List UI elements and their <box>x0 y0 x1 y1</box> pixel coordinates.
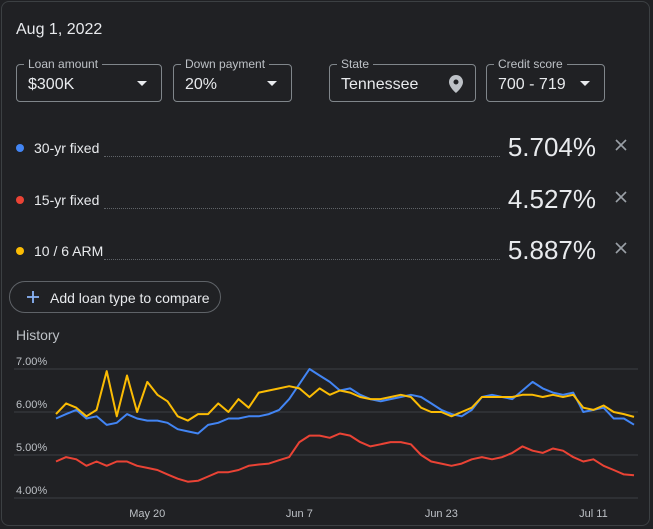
series-color-dot <box>16 247 24 255</box>
series-line-1 <box>55 432 635 483</box>
rate-name: 10 / 6 ARM <box>34 243 104 259</box>
rate-name: 15-yr fixed <box>34 192 100 208</box>
loan-amount-label: Loan amount <box>24 57 103 71</box>
plus-icon <box>27 291 39 303</box>
credit-score-select[interactable]: Credit score 700 - 719 <box>486 57 605 102</box>
rate-row-arm: 10 / 6 ARM 5.887% <box>16 235 636 266</box>
history-chart: 7.00% 6.00% 5.00% 4.00% May 20 Jun 7 Jun 23 Jul… <box>14 356 638 520</box>
close-icon[interactable] <box>614 190 628 204</box>
dotted-divider <box>104 208 500 209</box>
series-color-dot <box>16 144 24 152</box>
series-line-0 <box>55 368 635 435</box>
down-payment-value: 20% <box>185 76 218 93</box>
y-tick-label: 6.00% <box>16 399 47 411</box>
state-value: Tennessee <box>341 76 419 93</box>
dotted-divider <box>104 156 500 157</box>
rate-value: 5.887% <box>507 235 596 265</box>
x-tick-label: Jun 7 <box>286 508 313 520</box>
close-icon[interactable] <box>614 138 628 152</box>
loan-amount-value: $300K <box>28 76 75 93</box>
x-tick-label: May 20 <box>129 508 165 520</box>
close-icon[interactable] <box>614 241 628 255</box>
x-tick-label: Jul 11 <box>579 508 608 520</box>
dotted-divider <box>104 259 500 260</box>
down-payment-label: Down payment <box>181 57 270 71</box>
state-label: State <box>337 57 374 71</box>
credit-score-value: 700 - 719 <box>498 76 566 93</box>
loan-amount-select[interactable]: Loan amount $300K <box>16 57 162 102</box>
chevron-down-icon <box>580 81 590 86</box>
chevron-down-icon <box>267 81 277 86</box>
credit-score-label: Credit score <box>494 57 567 71</box>
series-color-dot <box>16 196 24 204</box>
down-payment-select[interactable]: Down payment 20% <box>173 57 292 102</box>
add-loan-type-button[interactable]: Add loan type to compare <box>9 281 221 313</box>
rate-row-30yr: 30-yr fixed 5.704% <box>16 132 636 163</box>
y-tick-label: 7.00% <box>16 356 47 368</box>
x-tick-label: Jun 23 <box>425 508 458 520</box>
rate-row-15yr: 15-yr fixed 4.527% <box>16 184 636 215</box>
chevron-down-icon <box>137 81 147 86</box>
state-input[interactable]: State Tennessee <box>329 57 476 102</box>
location-pin-icon[interactable] <box>449 75 463 93</box>
rate-date: Aug 1, 2022 <box>16 21 103 38</box>
rate-value: 4.527% <box>507 184 596 214</box>
y-tick-label: 4.00% <box>16 485 47 497</box>
add-loan-type-label: Add loan type to compare <box>50 290 210 306</box>
y-tick-label: 5.00% <box>16 442 47 454</box>
rate-name: 30-yr fixed <box>34 140 100 156</box>
history-heading: History <box>16 327 60 343</box>
series-line-2 <box>55 370 635 422</box>
rate-value: 5.704% <box>507 132 596 162</box>
